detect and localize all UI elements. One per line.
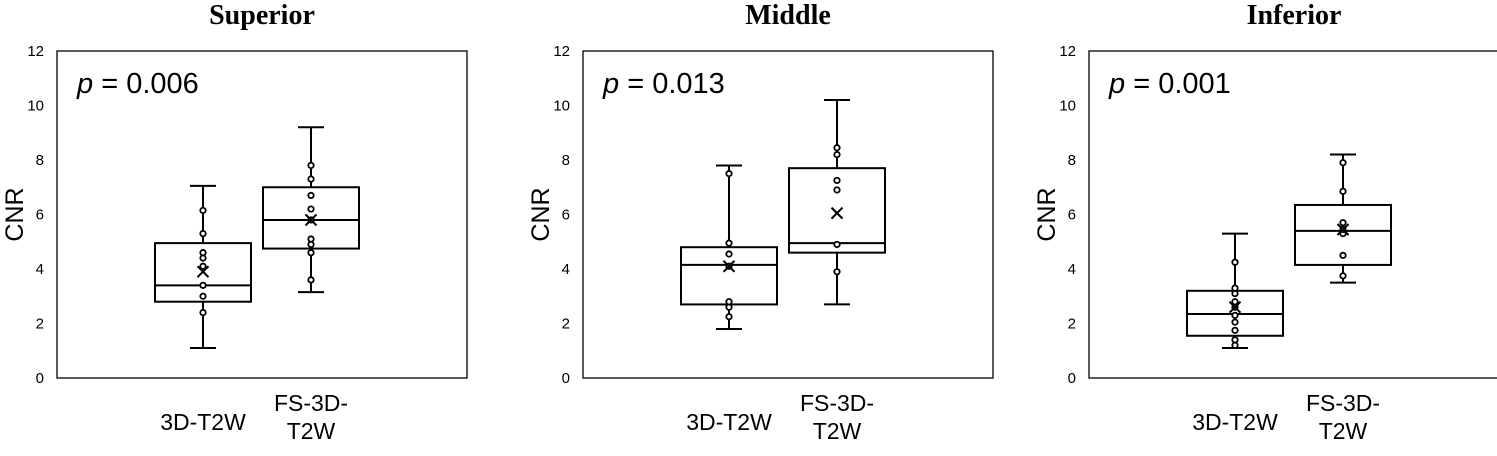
- data-point: [833, 186, 841, 194]
- plot-frame: [582, 50, 994, 379]
- data-point: [1231, 326, 1239, 334]
- data-point: [1339, 159, 1347, 167]
- data-point: [199, 281, 207, 289]
- data-point: [307, 235, 315, 243]
- y-tick-label: 12: [27, 43, 44, 60]
- data-point: [833, 176, 841, 185]
- data-point: [307, 205, 315, 213]
- y-tick-label: 4: [1068, 261, 1076, 278]
- data-point: [1231, 284, 1239, 292]
- p-value-annotation: p = 0.013: [602, 68, 725, 100]
- plot-frame: [56, 50, 468, 379]
- iqr-box: [1294, 203, 1392, 266]
- y-tick-label: 8: [562, 152, 570, 169]
- data-point: [199, 206, 207, 215]
- x-category-label: 3D-T2W: [686, 409, 772, 435]
- x-category-label: 3D-T2W: [160, 409, 246, 435]
- y-axis-label: CNR: [1, 187, 29, 241]
- data-point: [307, 161, 315, 170]
- y-tick-label: 6: [36, 207, 44, 224]
- y-tick-label: 8: [1068, 152, 1076, 169]
- iqr-box: [262, 186, 360, 250]
- mean-marker: [1228, 300, 1242, 314]
- plot-frame: [1088, 50, 1497, 379]
- mean-marker: [196, 265, 210, 278]
- data-point: [199, 249, 207, 257]
- data-point: [725, 170, 733, 178]
- p-symbol: p: [602, 68, 619, 100]
- data-point: [307, 276, 315, 284]
- data-point: [1339, 219, 1347, 227]
- data-point: [307, 249, 315, 257]
- y-tick-label: 10: [553, 98, 570, 115]
- mean-marker: [304, 213, 318, 227]
- y-tick-label: 2: [36, 316, 44, 333]
- data-point: [199, 262, 207, 270]
- y-tick-label: 6: [562, 207, 570, 224]
- iqr-box: [788, 167, 886, 254]
- panel-title: Inferior: [1247, 0, 1342, 31]
- y-axis-label: CNR: [527, 187, 555, 241]
- panel-title: Middle: [745, 0, 831, 31]
- mean-marker: [722, 260, 736, 273]
- x-category-label: FS-3D-: [800, 390, 874, 416]
- panel-title: Superior: [209, 0, 315, 31]
- p-symbol: p: [1108, 68, 1125, 100]
- y-tick-label: 10: [1059, 98, 1076, 115]
- data-point: [199, 308, 207, 317]
- y-tick-label: 12: [1059, 43, 1076, 60]
- data-point: [725, 239, 733, 247]
- p-value-text: = 0.006: [93, 68, 199, 100]
- p-value-text: = 0.001: [1125, 68, 1231, 100]
- data-point: [1339, 272, 1347, 280]
- data-point: [833, 240, 841, 249]
- data-point: [833, 150, 841, 159]
- data-point: [1231, 318, 1239, 326]
- x-category-label: FS-3D-: [274, 390, 348, 416]
- data-point: [1339, 251, 1347, 259]
- y-tick-label: 2: [1068, 316, 1076, 333]
- mean-marker: [1336, 223, 1350, 236]
- data-point: [199, 292, 207, 300]
- x-category-label: 3D-T2W: [1192, 409, 1278, 435]
- x-category-label: FS-3D-: [1306, 390, 1380, 416]
- p-symbol: p: [76, 68, 93, 100]
- data-point: [1231, 258, 1239, 266]
- data-point: [199, 229, 207, 238]
- data-point: [725, 313, 733, 321]
- y-tick-label: 0: [562, 370, 570, 387]
- y-tick-label: 2: [562, 316, 570, 333]
- y-axis-label: CNR: [1033, 187, 1061, 241]
- p-value-text: = 0.013: [619, 68, 725, 100]
- data-point: [833, 268, 841, 276]
- y-tick-label: 12: [553, 43, 570, 60]
- mean-marker: [830, 206, 844, 220]
- data-point: [1231, 311, 1239, 319]
- y-tick-label: 6: [1068, 207, 1076, 224]
- x-category-label: T2W: [1319, 418, 1368, 444]
- data-point: [307, 191, 315, 200]
- p-value-annotation: p = 0.001: [1108, 68, 1231, 100]
- data-point: [833, 144, 841, 152]
- x-category-label: T2W: [287, 418, 336, 444]
- y-tick-label: 8: [36, 152, 44, 169]
- y-tick-label: 0: [1068, 370, 1076, 387]
- p-value-annotation: p = 0.006: [76, 68, 199, 100]
- x-category-label: T2W: [813, 418, 862, 444]
- data-point: [307, 175, 315, 183]
- data-point: [1231, 298, 1239, 306]
- y-tick-label: 10: [27, 98, 44, 115]
- y-tick-label: 4: [562, 261, 570, 278]
- y-tick-label: 0: [36, 370, 44, 387]
- iqr-box: [154, 242, 252, 303]
- data-point: [1231, 336, 1239, 344]
- data-point: [1339, 187, 1347, 195]
- y-tick-label: 4: [36, 261, 44, 278]
- data-point: [725, 250, 733, 258]
- data-point: [725, 298, 733, 306]
